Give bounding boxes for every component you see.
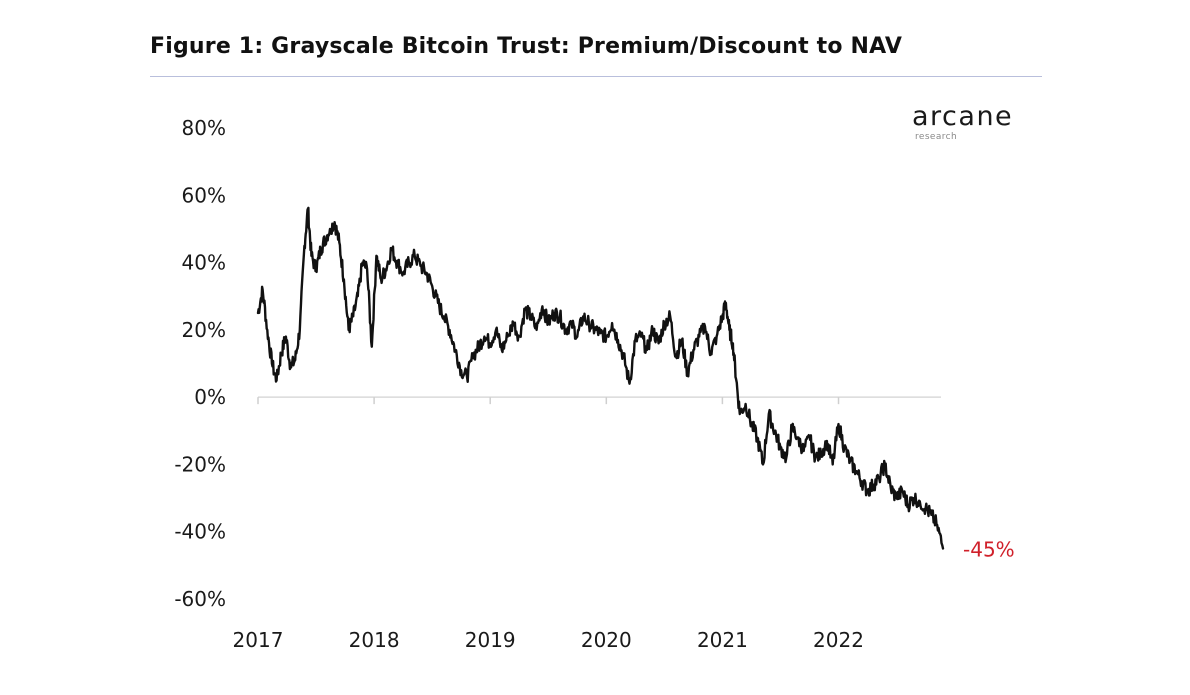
logo-subtitle: research [915,132,958,142]
x-tick-label: 2017 [233,628,284,652]
y-tick-label: 0% [194,385,226,409]
chart-title: Figure 1: Grayscale Bitcoin Trust: Premi… [150,34,903,59]
series-line [256,206,945,550]
series-group [256,206,945,550]
end-value-label: -45% [963,538,1015,562]
y-tick-label: 40% [182,251,226,275]
y-tick-label: 20% [182,318,226,342]
x-tick-label: 2018 [349,628,400,652]
arcane-research-logo: arcane research [912,100,1042,148]
x-tick-label: 2021 [697,628,748,652]
annotations-group: -45% [963,538,1015,562]
x-axis-ticks: 2017 2018 2019 2020 2021 2022 [233,397,864,652]
y-tick-label: -40% [174,520,226,544]
y-tick-label: -60% [174,587,226,611]
y-axis-ticks: 80% 60% 40% 20% 0% -20% -40% -60% [174,116,226,611]
title-divider [150,76,1042,77]
y-tick-label: 80% [182,116,226,140]
x-tick-label: 2022 [813,628,864,652]
y-tick-label: -20% [174,452,226,476]
y-tick-label: 60% [182,183,226,207]
logo-wordmark: arcane [912,101,1014,132]
x-tick-label: 2019 [465,628,516,652]
x-tick-label: 2020 [581,628,632,652]
